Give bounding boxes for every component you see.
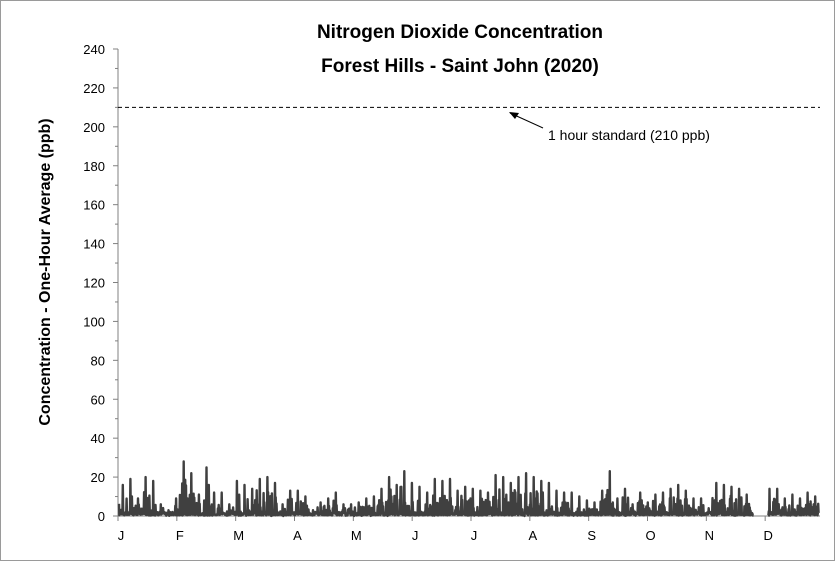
y-axis: 0 20 40 60 80 100 120 140 160 180 200 220 240	[83, 42, 119, 524]
y-tick-label: 20	[91, 470, 105, 485]
series-no2-line	[117, 460, 820, 518]
reference-line-label: 1 hour standard (210 ppb)	[548, 127, 710, 143]
y-axis-label: Concentration - One-Hour Average (ppb)	[37, 118, 54, 425]
y-tick-label: 60	[91, 392, 105, 407]
x-tick-label: J	[471, 528, 478, 543]
x-tick-label: M	[233, 528, 244, 543]
x-tick-label: J	[118, 528, 125, 543]
x-tick-label: F	[176, 528, 184, 543]
y-tick-label: 40	[91, 431, 105, 446]
y-tick-label: 240	[83, 42, 105, 57]
x-tick-label: O	[645, 528, 655, 543]
chart-title-line-1: Nitrogen Dioxide Concentration	[317, 22, 603, 43]
series-layer	[117, 460, 820, 518]
y-tick-label: 160	[83, 198, 105, 213]
y-tick-label: 100	[83, 314, 105, 329]
x-tick-label: N	[705, 528, 714, 543]
y-tick-label: 180	[83, 159, 105, 174]
y-tick-label: 220	[83, 81, 105, 96]
x-tick-label: J	[412, 528, 419, 543]
y-tick-label: 80	[91, 353, 105, 368]
y-tick-label: 200	[83, 120, 105, 135]
x-tick-label: S	[587, 528, 596, 543]
x-tick-label: A	[528, 528, 537, 543]
reference-layer: 1 hour standard (210 ppb)	[118, 106, 820, 143]
x-tick-label: D	[763, 528, 772, 543]
annotation-arrow-head	[509, 112, 519, 119]
y-tick-label: 0	[98, 509, 105, 524]
x-tick-label: M	[351, 528, 362, 543]
y-tick-label: 140	[83, 237, 105, 252]
x-tick-label: A	[293, 528, 302, 543]
chart-title-line-2: Forest Hills - Saint John (2020)	[321, 56, 599, 77]
y-tick-label: 120	[83, 276, 105, 291]
